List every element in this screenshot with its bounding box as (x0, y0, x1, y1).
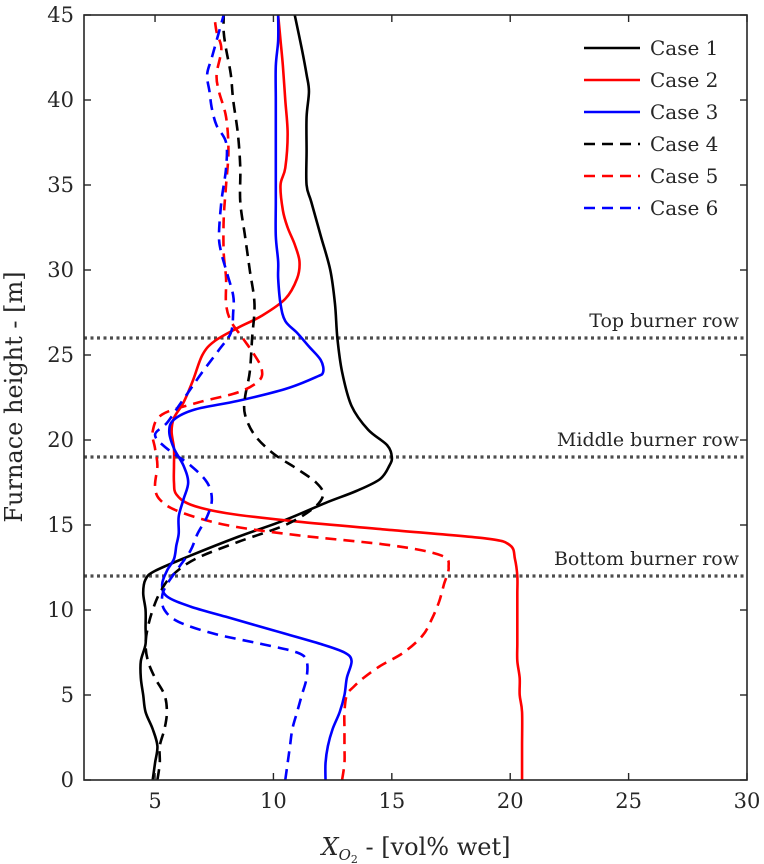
plot-frame (83, 14, 748, 781)
legend-label-case-5: Case 5 (650, 164, 718, 188)
y-tick-label: 40 (47, 88, 74, 112)
reference-label-top-burner-row: Top burner row (589, 310, 739, 332)
x-axis-label: XO2 - [vol% wet] (319, 833, 510, 864)
x-axis-ticks: 5 10 15 20 25 30 (148, 15, 760, 813)
x-axis-label-subsubscript: 2 (351, 853, 358, 864)
series-line-case-6 (153, 14, 309, 781)
reference-lines: Top burner row Middle burner row Bottom bu… (84, 310, 747, 578)
y-tick-label: 25 (47, 343, 74, 367)
legend: Case 1 Case 2 Case 3 Case 4 Case 5 Case 6 (584, 36, 718, 220)
series-line-case-4 (144, 14, 325, 781)
y-tick-label: 20 (47, 428, 74, 452)
reference-label-middle-burner-row: Middle burner row (557, 429, 740, 451)
legend-label-case-6: Case 6 (650, 196, 718, 220)
x-tick-label: 15 (378, 789, 405, 813)
x-axis-label-subscript: O (339, 846, 351, 864)
x-tick-label: 20 (497, 789, 524, 813)
y-tick-label: 0 (61, 768, 74, 792)
x-tick-label: 5 (148, 789, 161, 813)
series-line-case-1 (139, 14, 394, 781)
x-axis-label-unit: - [vol% wet] (358, 833, 511, 861)
y-tick-label: 30 (47, 258, 74, 282)
legend-label-case-2: Case 2 (650, 68, 718, 92)
y-tick-label: 35 (47, 173, 74, 197)
reference-label-bottom-burner-row: Bottom burner row (554, 548, 740, 570)
x-axis-label-symbol: X (319, 833, 339, 861)
x-tick-label: 25 (615, 789, 642, 813)
legend-label-case-3: Case 3 (650, 100, 718, 124)
series-lines (139, 14, 524, 781)
legend-label-case-4: Case 4 (650, 132, 718, 156)
y-tick-label: 15 (47, 513, 74, 537)
y-tick-label: 5 (61, 683, 74, 707)
plot-background (84, 15, 747, 780)
y-tick-label: 10 (47, 598, 74, 622)
y-axis-label: Furnace height - [m] (0, 271, 28, 522)
series-line-case-5 (151, 14, 451, 781)
legend-label-case-1: Case 1 (650, 36, 718, 60)
x-tick-label: 30 (734, 789, 761, 813)
y-tick-label: 45 (47, 3, 74, 27)
x-tick-label: 10 (260, 789, 287, 813)
y-axis-ticks: 0 5 10 15 20 25 30 35 40 45 (47, 3, 747, 792)
